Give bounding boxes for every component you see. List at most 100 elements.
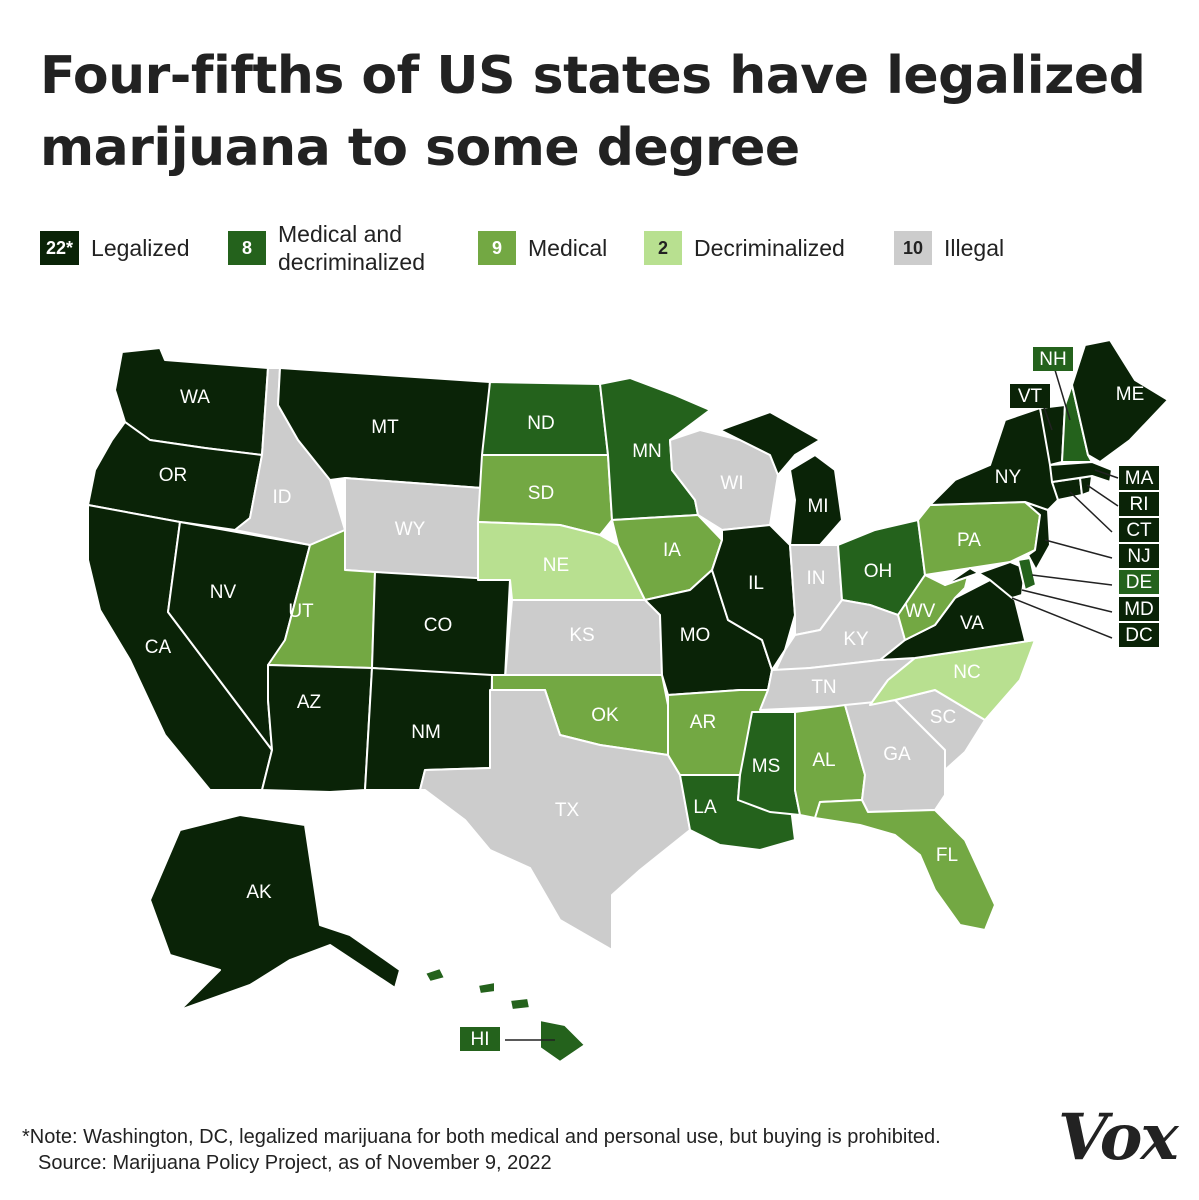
state-label-va: VA: [960, 613, 984, 634]
callout-box-de: [1119, 570, 1159, 594]
legend-label-legalized: Legalized: [91, 235, 190, 261]
legend-label-medical: Medical: [528, 235, 608, 261]
state-label-ny: NY: [995, 467, 1022, 488]
callout-box-dc: [1119, 623, 1159, 647]
state-label-oh: OH: [864, 561, 893, 582]
callout-line-ma: [1094, 469, 1119, 479]
callout-box-nh: [1033, 347, 1073, 371]
callout-ct: CT: [1119, 518, 1159, 542]
state-ak: [149, 814, 401, 1011]
callout-nh: NH: [1033, 347, 1073, 371]
state-label-mo: MO: [680, 625, 711, 646]
legend-swatch-medical: 9: [478, 231, 516, 265]
legend-item-medical-decriminalized: 8 Medical and decriminalized: [228, 221, 426, 275]
callout-label-md: MD: [1124, 599, 1154, 620]
state-ny: [929, 407, 1059, 511]
footnote-note: *Note: Washington, DC, legalized marijua…: [22, 1126, 941, 1148]
callout-ri: RI: [1119, 492, 1159, 516]
legend-item-medical: 9 Medical: [478, 222, 607, 274]
legend-swatch-illegal: 10: [894, 231, 932, 265]
state-label-pa: PA: [957, 530, 981, 551]
state-label-nm: NM: [411, 722, 441, 743]
callout-label-nh: NH: [1039, 349, 1066, 370]
callout-label-nj: NJ: [1127, 546, 1150, 567]
callout-label-ri: RI: [1130, 494, 1149, 515]
callout-hi: HI: [460, 1027, 500, 1051]
legend-swatch-medical-decriminalized: 8: [228, 231, 266, 265]
state-label-al: AL: [812, 750, 835, 771]
state-label-ok: OK: [591, 705, 619, 726]
state-tx: [419, 689, 691, 951]
state-label-ak: AK: [246, 882, 272, 903]
callout-dc: DC: [1119, 623, 1159, 647]
state-nc: [869, 639, 1036, 721]
state-label-fl: FL: [936, 845, 958, 866]
callout-box-ri: [1119, 492, 1159, 516]
callout-label-de: DE: [1126, 572, 1152, 593]
map-title: Four-fifths of US states have legalized …: [40, 46, 1146, 178]
state-label-la: LA: [693, 797, 717, 818]
state-az: [261, 664, 373, 793]
state-label-ky: KY: [843, 629, 869, 650]
callout-label-dc: DC: [1125, 625, 1152, 646]
state-label-az: AZ: [297, 692, 322, 713]
state-label-tn: TN: [811, 677, 836, 698]
state-ri: [1079, 475, 1093, 496]
us-map: WA OR CA NV ID MT WY UT CO AZ NM ND SD NE KS OK TX MN IA MO…: [87, 339, 1169, 1063]
callout-box-ct: [1119, 518, 1159, 542]
callout-line-md: [1021, 589, 1113, 613]
callout-label-vt: VT: [1018, 386, 1043, 407]
state-label-ia: IA: [663, 540, 681, 561]
state-label-wi: WI: [720, 473, 743, 494]
legend-swatch-decriminalized: 2: [644, 231, 682, 265]
state-label-co: CO: [424, 615, 453, 636]
state-label-in: IN: [807, 568, 826, 589]
state-label-nc: NC: [953, 662, 980, 683]
state-label-mt: MT: [371, 417, 399, 438]
footnote-source: Source: Marijuana Policy Project, as of …: [38, 1152, 552, 1174]
state-label-nv: NV: [210, 582, 237, 603]
callout-box-vt: [1010, 384, 1050, 408]
state-label-il: IL: [748, 573, 764, 594]
state-label-ut: UT: [288, 601, 314, 622]
state-label-ms: MS: [752, 756, 781, 777]
callout-line-ct: [1069, 491, 1113, 533]
state-label-tx: TX: [555, 800, 580, 821]
state-label-or: OR: [159, 465, 188, 486]
state-label-sd: SD: [528, 483, 554, 504]
legend-label-medical-decriminalized: Medical and decriminalized: [278, 221, 426, 275]
callout-md: MD: [1119, 597, 1159, 621]
state-label-sc: SC: [930, 707, 956, 728]
state-label-ca: CA: [145, 637, 172, 658]
state-fl: [814, 799, 996, 931]
state-label-ga: GA: [883, 744, 911, 765]
legend-label-decriminalized: Decriminalized: [694, 235, 845, 261]
callout-box-hi: [460, 1027, 500, 1051]
callout-nj: NJ: [1119, 544, 1159, 568]
state-label-me: ME: [1116, 384, 1145, 405]
callout-de: DE: [1119, 570, 1159, 594]
callout-vt: VT: [1010, 384, 1050, 408]
state-me: [1071, 339, 1169, 463]
state-label-wv: WV: [905, 601, 936, 622]
legend-swatch-legalized: 22*: [40, 231, 80, 265]
state-label-ar: AR: [690, 712, 716, 733]
legend-item-illegal: 10 Illegal: [894, 222, 1004, 274]
callout-line-nj: [1044, 539, 1113, 559]
state-label-mn: MN: [632, 441, 662, 462]
callout-line-ri: [1086, 484, 1119, 507]
state-md: [944, 561, 1026, 599]
state-hi: [424, 967, 586, 1063]
callout-label-hi: HI: [471, 1029, 490, 1050]
state-label-mi: MI: [807, 496, 828, 517]
callout-line-nh: [1054, 369, 1071, 421]
footnote: *Note: Washington, DC, legalized marijua…: [22, 1124, 941, 1176]
vox-logo: Vox: [1058, 1100, 1179, 1175]
callout-ma: MA: [1119, 466, 1159, 490]
legend-item-decriminalized: 2 Decriminalized: [644, 222, 845, 274]
state-wv: [897, 567, 971, 641]
callout-line-de: [1031, 574, 1113, 586]
state-mi: [719, 411, 843, 546]
callout-label-ct: CT: [1126, 520, 1152, 541]
legend-label-illegal: Illegal: [944, 235, 1005, 261]
